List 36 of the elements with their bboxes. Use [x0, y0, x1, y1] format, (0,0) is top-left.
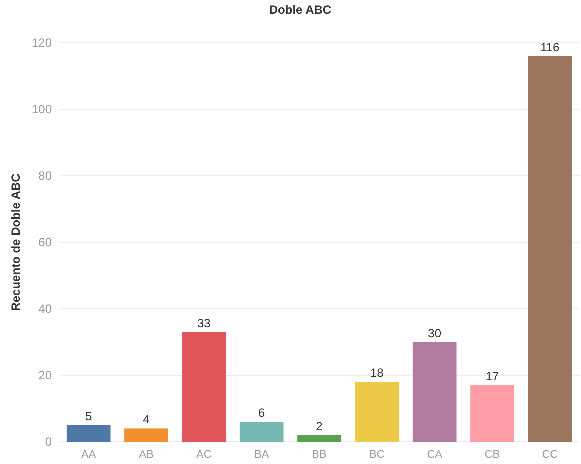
y-axis-title: Recuento de Doble ABC — [9, 173, 23, 312]
bar — [124, 428, 168, 442]
data-label: 2 — [316, 419, 324, 434]
data-label: 33 — [197, 316, 212, 330]
y-tick-label: 80 — [38, 169, 52, 184]
y-tick-label: 120 — [32, 36, 52, 50]
y-tick-label: 40 — [38, 302, 52, 316]
y-tick-label: 60 — [38, 236, 52, 250]
data-label: 17 — [486, 369, 500, 384]
data-label: 6 — [258, 406, 266, 420]
y-tick-label: 100 — [32, 102, 52, 117]
data-label: 4 — [143, 412, 150, 427]
y-tick-label: 20 — [38, 368, 52, 383]
bar — [412, 342, 457, 442]
x-tick-label: BA — [254, 449, 270, 461]
bar — [470, 385, 514, 442]
bar — [528, 56, 572, 442]
x-tick-label: AC — [196, 449, 212, 461]
data-label: 18 — [370, 366, 384, 380]
x-tick-label: CB — [484, 449, 500, 461]
bar — [66, 425, 111, 442]
data-label: 30 — [428, 326, 442, 340]
x-tick-label: CC — [542, 449, 558, 461]
x-tick-label: CA — [427, 449, 444, 461]
x-tick-label: BC — [370, 449, 385, 461]
data-label: 5 — [85, 409, 92, 424]
chart-title: Doble ABC — [269, 3, 332, 17]
bar — [298, 435, 342, 442]
x-tick-label: AA — [81, 449, 97, 461]
x-tick-label: BB — [312, 449, 327, 461]
y-tick-label: 0 — [45, 435, 52, 450]
bar — [182, 332, 226, 442]
data-label: 116 — [540, 40, 560, 54]
bar — [240, 422, 284, 442]
x-tick-label: AB — [139, 449, 154, 461]
bar — [355, 382, 400, 442]
